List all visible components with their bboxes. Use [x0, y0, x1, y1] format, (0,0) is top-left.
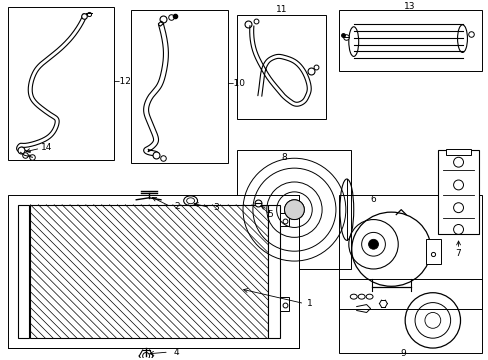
Text: 4: 4 [173, 347, 179, 356]
Bar [279, 213, 289, 226]
Bar [8, 195, 299, 348]
Text: 6: 6 [370, 195, 376, 204]
Bar [237, 150, 350, 269]
Bar [18, 205, 29, 338]
Bar [338, 10, 481, 71]
Text: 5: 5 [266, 210, 272, 219]
Bar [237, 15, 325, 119]
Bar [267, 205, 279, 338]
Text: 11: 11 [275, 5, 287, 14]
Bar [8, 195, 299, 348]
Circle shape [368, 239, 378, 249]
Bar [437, 150, 478, 234]
Text: 1: 1 [306, 299, 312, 308]
Text: −12: −12 [112, 77, 131, 86]
Bar [425, 239, 440, 264]
Text: 9: 9 [400, 348, 405, 357]
Text: 3: 3 [213, 203, 219, 212]
Bar [30, 205, 267, 338]
Bar [445, 149, 470, 155]
Bar [8, 7, 114, 160]
Bar [279, 297, 289, 311]
Text: 7: 7 [455, 249, 461, 258]
Text: 2: 2 [174, 202, 179, 211]
Text: 13: 13 [404, 3, 415, 12]
Circle shape [284, 200, 304, 220]
Bar [131, 10, 228, 163]
Bar [338, 195, 481, 309]
Bar [338, 279, 481, 353]
Text: 8: 8 [281, 153, 287, 162]
Bar [8, 195, 299, 348]
Text: 14: 14 [41, 143, 52, 152]
Text: −10: −10 [225, 78, 244, 87]
